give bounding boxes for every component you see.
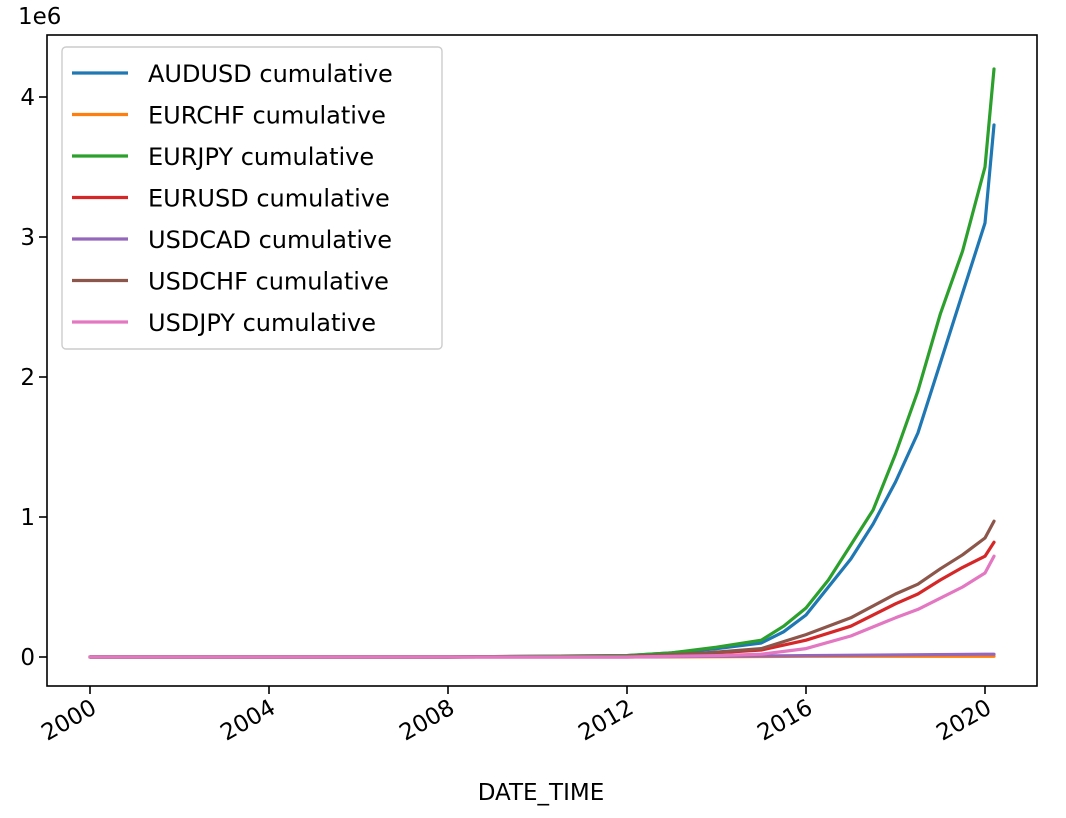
legend-label: AUDUSD cumulative (148, 60, 393, 88)
y-tick-label: 3 (20, 225, 35, 251)
y-tick-label: 4 (20, 85, 35, 111)
y-offset-label: 1e6 (18, 4, 61, 30)
y-tick-label: 0 (20, 645, 35, 671)
series-line-usdjpy (88, 554, 996, 659)
legend-box (61, 46, 443, 350)
legend-label: EURJPY cumulative (148, 143, 374, 171)
legend-label: EURUSD cumulative (148, 185, 390, 213)
y-axis: 0 1 2 3 4 (20, 85, 47, 671)
legend-label: USDJPY cumulative (148, 309, 376, 337)
plot-lines (88, 67, 996, 659)
legend: AUDUSD cumulative EURCHF cumulative EURJPY… (61, 46, 443, 350)
x-axis-label: DATE_TIME (478, 780, 605, 806)
y-tick-label: 2 (20, 365, 35, 391)
legend-label: USDCAD cumulative (148, 226, 392, 254)
axes-frame (46, 34, 1038, 687)
y-tick-label: 1 (20, 505, 35, 531)
legend-label: EURCHF cumulative (148, 102, 386, 130)
legend-label: USDCHF cumulative (148, 268, 389, 296)
